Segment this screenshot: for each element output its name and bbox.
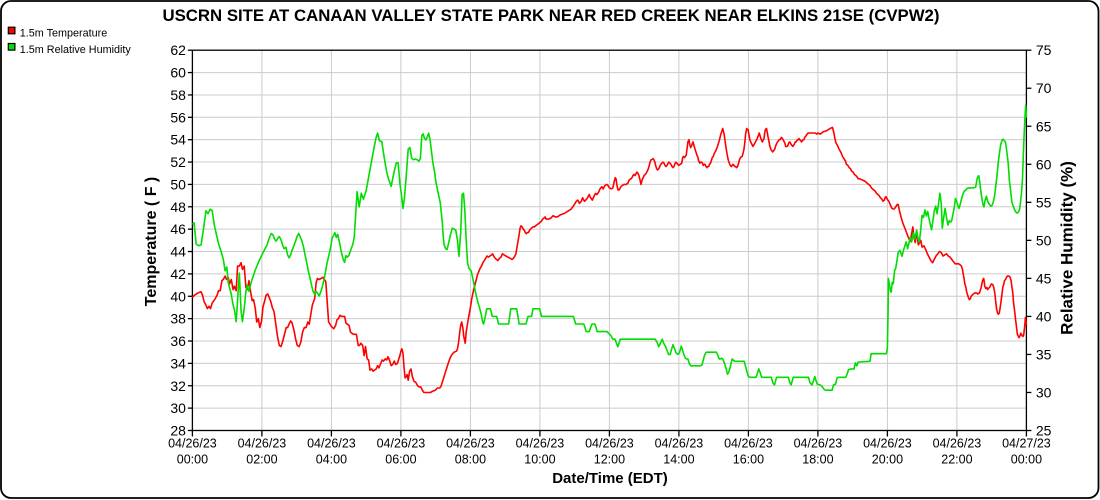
svg-text:04/26/23: 04/26/23 bbox=[168, 437, 217, 451]
svg-text:12:00: 12:00 bbox=[594, 453, 625, 467]
svg-text:04/26/23: 04/26/23 bbox=[516, 437, 565, 451]
svg-text:04/26/23: 04/26/23 bbox=[724, 437, 773, 451]
svg-text:52: 52 bbox=[170, 154, 186, 170]
svg-text:04/26/23: 04/26/23 bbox=[307, 437, 356, 451]
svg-text:45: 45 bbox=[1036, 270, 1052, 286]
svg-text:22:00: 22:00 bbox=[941, 453, 972, 467]
svg-text:10:00: 10:00 bbox=[524, 453, 555, 467]
svg-text:75: 75 bbox=[1036, 42, 1052, 58]
svg-text:06:00: 06:00 bbox=[385, 453, 416, 467]
svg-text:60: 60 bbox=[1036, 156, 1052, 172]
svg-text:14:00: 14:00 bbox=[663, 453, 694, 467]
svg-text:1.5m Temperature: 1.5m Temperature bbox=[20, 28, 107, 40]
svg-text:58: 58 bbox=[170, 87, 186, 103]
svg-text:04/26/23: 04/26/23 bbox=[794, 437, 843, 451]
svg-text:08:00: 08:00 bbox=[455, 453, 486, 467]
svg-text:46: 46 bbox=[170, 221, 186, 237]
svg-text:70: 70 bbox=[1036, 80, 1052, 96]
svg-text:04/27/23: 04/27/23 bbox=[1002, 437, 1051, 451]
svg-text:00:00: 00:00 bbox=[177, 453, 208, 467]
svg-text:Relative Humidity (%): Relative Humidity (%) bbox=[1058, 161, 1077, 335]
svg-text:04/26/23: 04/26/23 bbox=[238, 437, 287, 451]
svg-text:04:00: 04:00 bbox=[316, 453, 347, 467]
svg-text:04/26/23: 04/26/23 bbox=[655, 437, 704, 451]
svg-text:04/26/23: 04/26/23 bbox=[377, 437, 426, 451]
svg-text:Date/Time (EDT): Date/Time (EDT) bbox=[552, 470, 668, 487]
svg-text:20:00: 20:00 bbox=[872, 453, 903, 467]
svg-text:USCRN SITE AT CANAAN VALLEY ST: USCRN SITE AT CANAAN VALLEY STATE PARK N… bbox=[163, 6, 940, 25]
svg-text:35: 35 bbox=[1036, 346, 1052, 362]
svg-text:36: 36 bbox=[170, 333, 186, 349]
svg-text:60: 60 bbox=[170, 65, 186, 81]
svg-text:56: 56 bbox=[170, 109, 186, 125]
svg-text:62: 62 bbox=[170, 42, 186, 58]
svg-text:42: 42 bbox=[170, 266, 186, 282]
svg-text:34: 34 bbox=[170, 355, 186, 371]
svg-text:16:00: 16:00 bbox=[733, 453, 764, 467]
svg-text:04/26/23: 04/26/23 bbox=[863, 437, 912, 451]
svg-text:00:00: 00:00 bbox=[1011, 453, 1042, 467]
svg-text:55: 55 bbox=[1036, 194, 1052, 210]
svg-text:30: 30 bbox=[170, 400, 186, 416]
svg-text:38: 38 bbox=[170, 311, 186, 327]
svg-text:40: 40 bbox=[170, 288, 186, 304]
svg-text:04/26/23: 04/26/23 bbox=[933, 437, 982, 451]
svg-text:44: 44 bbox=[170, 244, 186, 260]
svg-text:Temperature ( F ): Temperature ( F ) bbox=[143, 177, 160, 307]
svg-text:02:00: 02:00 bbox=[246, 453, 277, 467]
svg-text:65: 65 bbox=[1036, 118, 1052, 134]
svg-text:30: 30 bbox=[1036, 384, 1052, 400]
svg-text:54: 54 bbox=[170, 132, 186, 148]
svg-text:04/26/23: 04/26/23 bbox=[585, 437, 634, 451]
svg-text:18:00: 18:00 bbox=[802, 453, 833, 467]
svg-text:04/26/23: 04/26/23 bbox=[446, 437, 495, 451]
svg-text:40: 40 bbox=[1036, 308, 1052, 324]
svg-text:25: 25 bbox=[1036, 423, 1052, 439]
svg-text:48: 48 bbox=[170, 199, 186, 215]
svg-text:28: 28 bbox=[170, 422, 186, 438]
svg-text:32: 32 bbox=[170, 378, 186, 394]
svg-text:50: 50 bbox=[170, 176, 186, 192]
svg-text:50: 50 bbox=[1036, 232, 1052, 248]
svg-text:1.5m Relative Humidity: 1.5m Relative Humidity bbox=[20, 44, 132, 56]
